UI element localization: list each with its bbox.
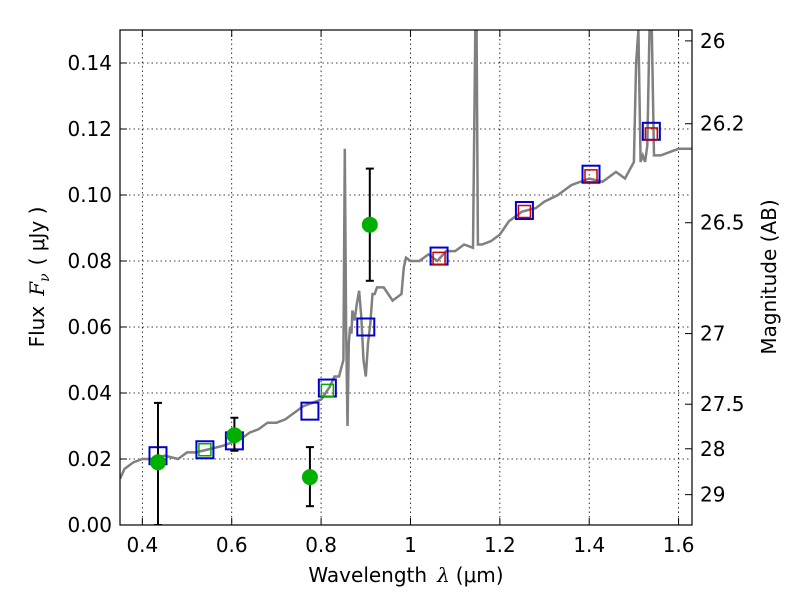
x-ticks: 0.4 0.6 0.8 1 1.2 1.4 1.6 [126,30,695,557]
y-tick-label: 0.10 [67,183,112,207]
red-squares [432,127,659,266]
blue-square-marker [356,317,376,337]
red-square-marker [517,204,532,219]
blue-square-marker [195,440,215,460]
x-tick-label: 0.8 [305,533,337,557]
photometry-point [149,454,166,471]
y-tick-label: 0.04 [67,381,112,405]
y2-ticks: 26 26.2 26.5 27 27.5 28 29 [685,29,745,507]
x-tick-label: 1 [404,533,417,557]
x-tick-label: 1.4 [573,533,605,557]
photometry-point [301,469,318,486]
y2-tick-label: 26 [700,29,725,53]
photometry-point [361,216,378,233]
blue-square-marker [514,201,534,221]
x-tick-label: 0.6 [216,533,248,557]
model-spectrum-line [120,30,692,480]
plot-frame [119,29,693,526]
x-tick-label: 0.4 [126,533,158,557]
plot-area [120,30,692,525]
y-tick-label: 0.14 [67,51,112,75]
x-tick-label: 1.6 [663,533,695,557]
y-tick-label: 0.08 [67,249,112,273]
blue-square-marker [300,401,320,421]
y-tick-label: 0.02 [67,447,112,471]
x-tick-label: 1.2 [484,533,516,557]
blue-squares [148,121,661,466]
y-tick-label: 0.06 [67,315,112,339]
y-ticks: 0.00 0.02 0.04 0.06 0.08 0.10 0.12 0.14 [67,51,127,537]
y2-axis-title: Magnitude (AB) [757,199,781,354]
photometry-points [149,216,378,486]
y-axis-title: FluxFν( μJy ) [25,207,53,348]
y2-tick-label: 29 [700,483,725,507]
y2-tick-label: 28 [700,437,725,461]
x-axis-title: Wavelength λ (μm) [308,563,503,587]
grid [120,30,692,526]
y2-tick-label: 26.5 [700,211,745,235]
blue-square-marker [581,164,601,184]
y2-tick-label: 27 [700,322,725,346]
y-tick-label: 0.12 [67,117,112,141]
error-bars [153,167,374,525]
red-square-marker [432,251,446,266]
y2-tick-label: 26.2 [700,112,745,136]
photometry-point [226,427,243,444]
red-square-marker [584,169,598,183]
green-square-marker [198,443,212,457]
red-square-marker [644,127,659,141]
green-squares [198,383,335,457]
y-tick-label: 0.00 [67,513,112,537]
green-square-marker [320,383,335,398]
y2-tick-label: 27.5 [700,392,745,416]
